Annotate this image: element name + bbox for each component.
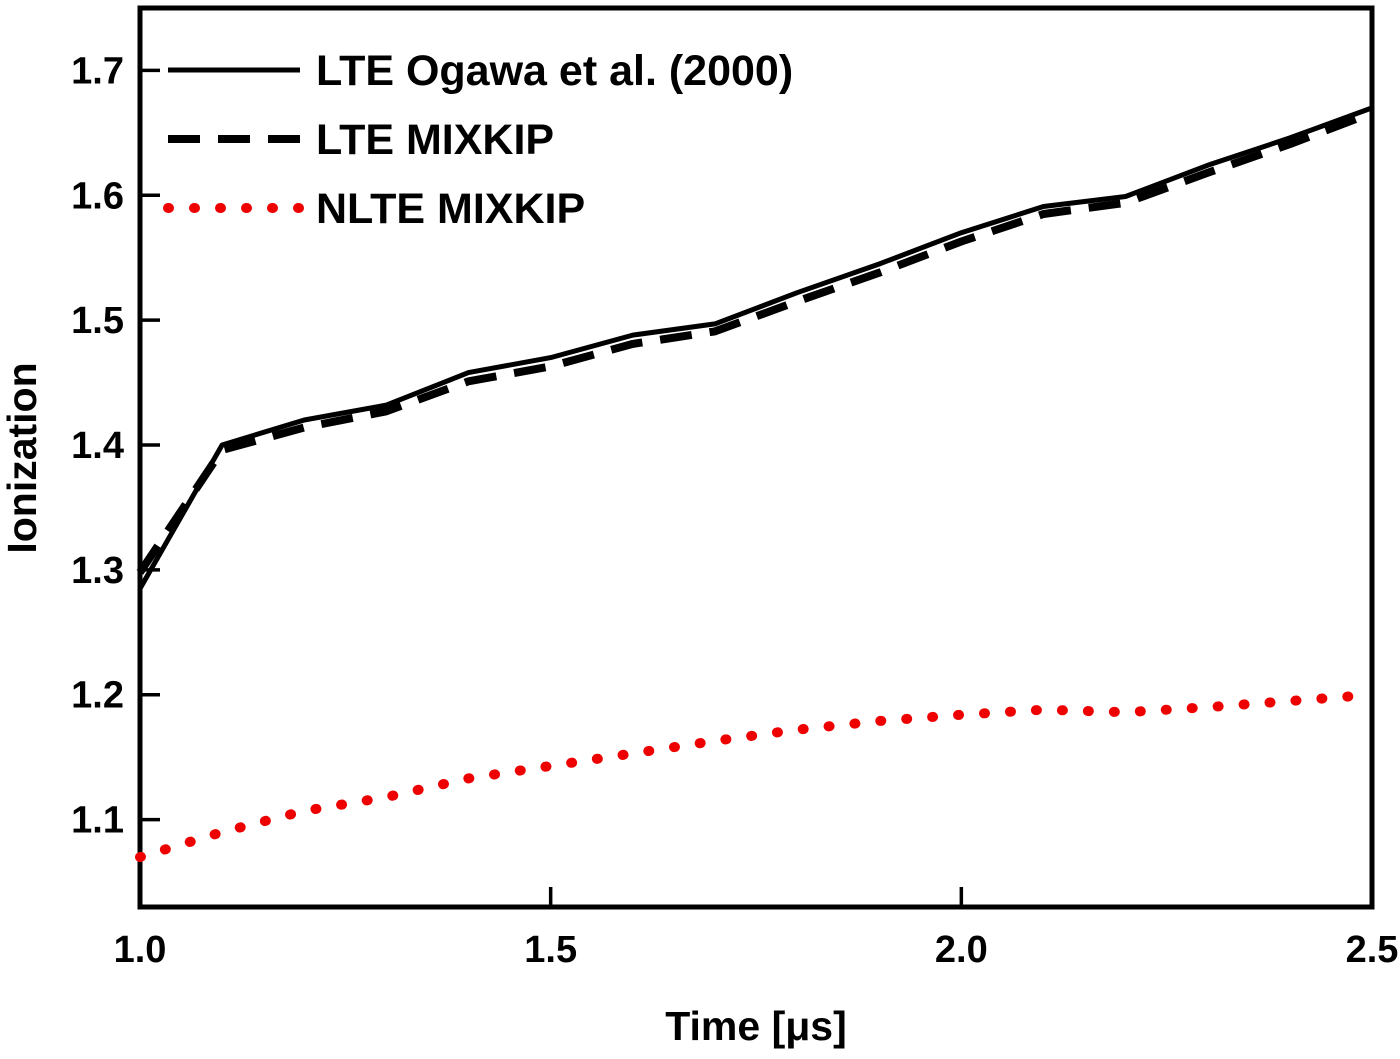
x-tick-label: 1.0 [114, 929, 167, 971]
legend-item-lte-mixkip: LTE MIXKIP [168, 116, 554, 164]
x-tick-label: 2.5 [1346, 929, 1399, 971]
x-axis-label: Time [μs] [665, 1003, 847, 1049]
series-line-lte-ogawa-et-al-2000 [137, 105, 1373, 590]
legend-label: LTE MIXKIP [316, 116, 554, 164]
y-tick-label: 1.6 [71, 175, 124, 217]
plot-border [137, 5, 1375, 910]
series-line-nlte-mixkip [135, 689, 1377, 863]
x-tick-label: 2.0 [935, 929, 988, 971]
y-tick-label: 1.1 [71, 800, 124, 842]
legend-item-nlte-mixkip: NLTE MIXKIP [163, 185, 585, 233]
series-group [135, 105, 1377, 863]
series-line-lte-mixkip [136, 109, 1374, 575]
legend: LTE Ogawa et al. (2000) LTE MIXKIP NLTE MI… [163, 47, 793, 233]
legend-label: NLTE MIXKIP [316, 185, 585, 233]
y-tick-label: 1.7 [71, 50, 124, 92]
axes-ticks: 1.0 1.5 2.0 2.5 1.1 1.2 1.3 1.4 1.5 1.6 1.7 [71, 50, 1398, 971]
legend-item-lte-ogawa-et-al-2000: LTE Ogawa et al. (2000) [168, 47, 793, 95]
y-tick-label: 1.5 [71, 300, 124, 342]
y-tick-label: 1.2 [71, 675, 124, 717]
x-tick-label: 1.5 [524, 929, 577, 971]
y-tick-label: 1.4 [71, 425, 124, 467]
y-axis-label: Ionization [0, 362, 45, 553]
legend-label: LTE Ogawa et al. (2000) [316, 47, 793, 95]
y-tick-label: 1.3 [71, 550, 124, 592]
